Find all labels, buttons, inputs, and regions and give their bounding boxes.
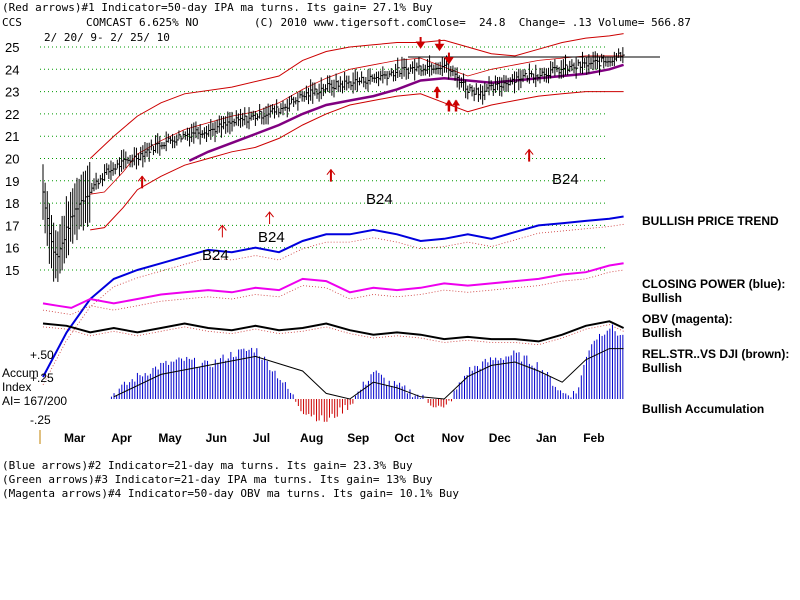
x-tick-label: May xyxy=(158,431,182,445)
upper-band-line xyxy=(89,33,624,159)
x-tick-label: Feb xyxy=(583,431,604,445)
rel-str-line xyxy=(42,320,625,343)
y-tick-label: 21 xyxy=(5,129,19,144)
x-tick-label: Nov xyxy=(442,431,465,445)
x-tick-label: Oct xyxy=(394,431,414,445)
closing-power-line xyxy=(42,215,624,378)
accum-tick-label: +.25 xyxy=(30,371,54,385)
symbol: CCS xyxy=(2,16,22,29)
index-title: Index xyxy=(2,380,32,394)
y-tick-label: 22 xyxy=(5,107,19,122)
quote-summary: Close= 24.8 Change= .13 Volume= 566.87 xyxy=(426,16,691,29)
thin-arrow-up-icon-head xyxy=(265,211,274,218)
price-grid xyxy=(39,46,608,444)
signal-label: B24 xyxy=(366,191,393,208)
accum-tick-label: -.25 xyxy=(30,413,51,427)
red-filled-arrow-up-head xyxy=(452,99,460,106)
obv-value: Bullish xyxy=(642,326,683,340)
signal-arrows xyxy=(137,37,534,238)
rel-str-ma-line xyxy=(42,324,624,346)
signal-label: B24 xyxy=(202,247,229,264)
obv-line xyxy=(42,262,624,309)
accum-ma-line xyxy=(113,348,624,400)
y-tick-label: 17 xyxy=(5,218,19,233)
y-tick-label: 19 xyxy=(5,174,19,189)
x-tick-label: Jul xyxy=(253,431,270,445)
x-tick-label: Mar xyxy=(64,431,86,445)
price-bars xyxy=(42,47,625,282)
red-arrow-down-icon-head xyxy=(443,57,454,65)
ma50-line xyxy=(188,63,624,162)
red-filled-arrow-up-head xyxy=(433,86,442,93)
red-arrow-down-icon-head xyxy=(434,43,445,52)
red-arrow-up-icon-head xyxy=(524,148,534,155)
x-tick-label: Jun xyxy=(206,431,227,445)
x-tick-label: Jan xyxy=(536,431,557,445)
y-tick-label: 25 xyxy=(5,40,19,55)
red-arrow-up-icon-head xyxy=(326,168,336,175)
lower-band-line xyxy=(90,91,624,231)
closing-power-ma-line xyxy=(42,223,624,385)
month-axis-labels: Mar Apr May Jun Jul Aug Sep Oct Nov Dec Jan Feb xyxy=(64,431,605,445)
thin-arrow-up-icon-head xyxy=(217,224,227,231)
rel-str-value: Bullish xyxy=(642,361,683,375)
accum-axis-labels: +.50 +.25 -.25 xyxy=(30,348,54,427)
copyright: (C) 2010 www.tigersoft.com xyxy=(254,16,427,29)
closing-power-value: Bullish xyxy=(642,291,683,305)
accum-title: Accum xyxy=(2,366,39,380)
indicator-1-caption: (Red arrows)#1 Indicator=50-day IPA ma t… xyxy=(2,1,433,14)
y-tick-label: 16 xyxy=(5,241,19,256)
obv-title: OBV (magenta): xyxy=(642,312,733,326)
inner-band-line xyxy=(90,55,624,195)
indicator-lines xyxy=(42,33,660,385)
y-tick-label: 18 xyxy=(5,196,19,211)
red-arrow-up-icon-head xyxy=(137,175,147,182)
y-tick-label: 20 xyxy=(5,152,19,167)
accumulation-histogram xyxy=(110,324,624,422)
rel-str-title: REL.STR..VS DJI (brown): xyxy=(642,347,790,361)
y-tick-label: 15 xyxy=(5,263,19,278)
trend-label: BULLISH PRICE TREND xyxy=(642,214,779,228)
red-arrow-down-icon-head xyxy=(415,41,426,49)
accumulation-label: Bullish Accumulation xyxy=(642,402,765,416)
red-filled-arrow-up-head xyxy=(444,99,453,106)
closing-power-title: CLOSING POWER (blue): xyxy=(642,277,786,291)
x-tick-label: Dec xyxy=(489,431,511,445)
date-range: 2/ 20/ 9- 2/ 25/ 10 xyxy=(44,31,170,44)
indicator-4-caption: (Magenta arrows)#4 Indicator=50-day OBV … xyxy=(2,487,459,500)
ai-score: AI= 167/200 xyxy=(2,394,68,408)
indicator-3-caption: (Green arrows)#3 Indicator=21-day IPA ma… xyxy=(2,473,433,486)
x-tick-label: Sep xyxy=(347,431,369,445)
indicator-2-caption: (Blue arrows)#2 Indicator=21-day ma turn… xyxy=(2,459,413,472)
company-name: COMCAST 6.625% NO xyxy=(86,16,199,29)
signal-label: B24 xyxy=(258,229,285,246)
accum-tick-label: +.50 xyxy=(30,348,54,362)
y-tick-label: 23 xyxy=(5,85,19,100)
x-tick-label: Apr xyxy=(111,431,132,445)
x-tick-label: Aug xyxy=(300,431,323,445)
obv-ma-line xyxy=(42,269,624,316)
signal-label: B24 xyxy=(552,171,579,188)
y-tick-label: 24 xyxy=(5,62,19,77)
price-axis-labels: 15 16 17 18 19 20 21 22 23 24 25 xyxy=(5,40,19,278)
